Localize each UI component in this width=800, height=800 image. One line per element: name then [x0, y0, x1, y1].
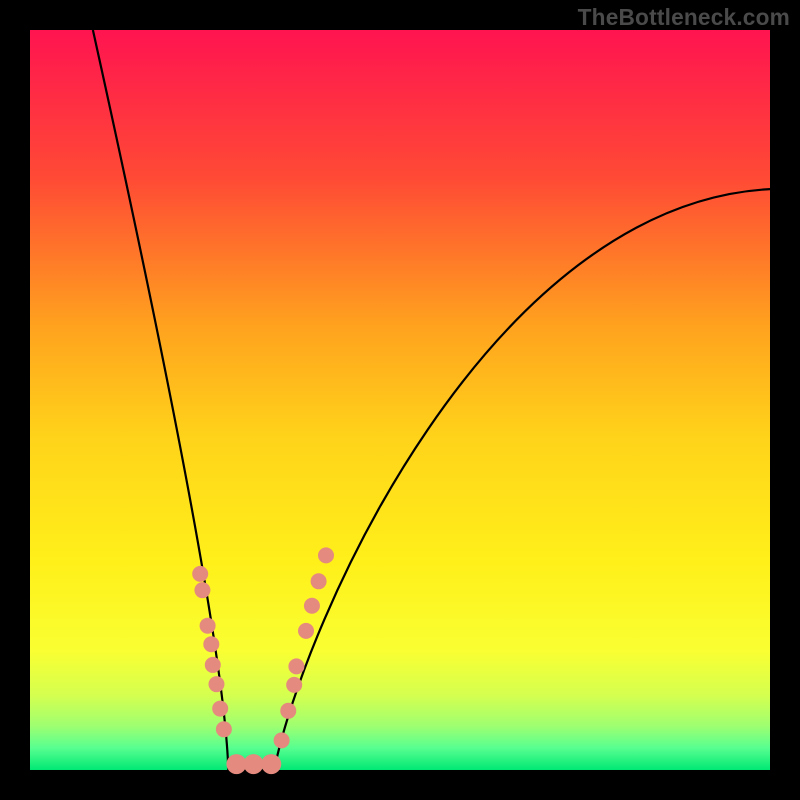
- data-marker: [194, 582, 210, 598]
- data-marker: [212, 701, 228, 717]
- watermark-text: TheBottleneck.com: [578, 4, 790, 31]
- data-marker: [203, 636, 219, 652]
- data-marker: [208, 676, 224, 692]
- data-marker: [226, 754, 246, 774]
- data-marker: [318, 547, 334, 563]
- data-marker: [205, 657, 221, 673]
- chart-svg: [0, 0, 800, 800]
- data-marker: [243, 754, 263, 774]
- data-marker: [274, 732, 290, 748]
- chart-root: TheBottleneck.com: [0, 0, 800, 800]
- plot-area: [30, 30, 770, 770]
- data-marker: [200, 618, 216, 634]
- data-marker: [192, 566, 208, 582]
- data-marker: [304, 598, 320, 614]
- data-marker: [280, 703, 296, 719]
- data-marker: [298, 623, 314, 639]
- data-marker: [311, 573, 327, 589]
- data-marker: [216, 721, 232, 737]
- data-marker: [261, 754, 281, 774]
- data-marker: [288, 658, 304, 674]
- data-marker: [286, 677, 302, 693]
